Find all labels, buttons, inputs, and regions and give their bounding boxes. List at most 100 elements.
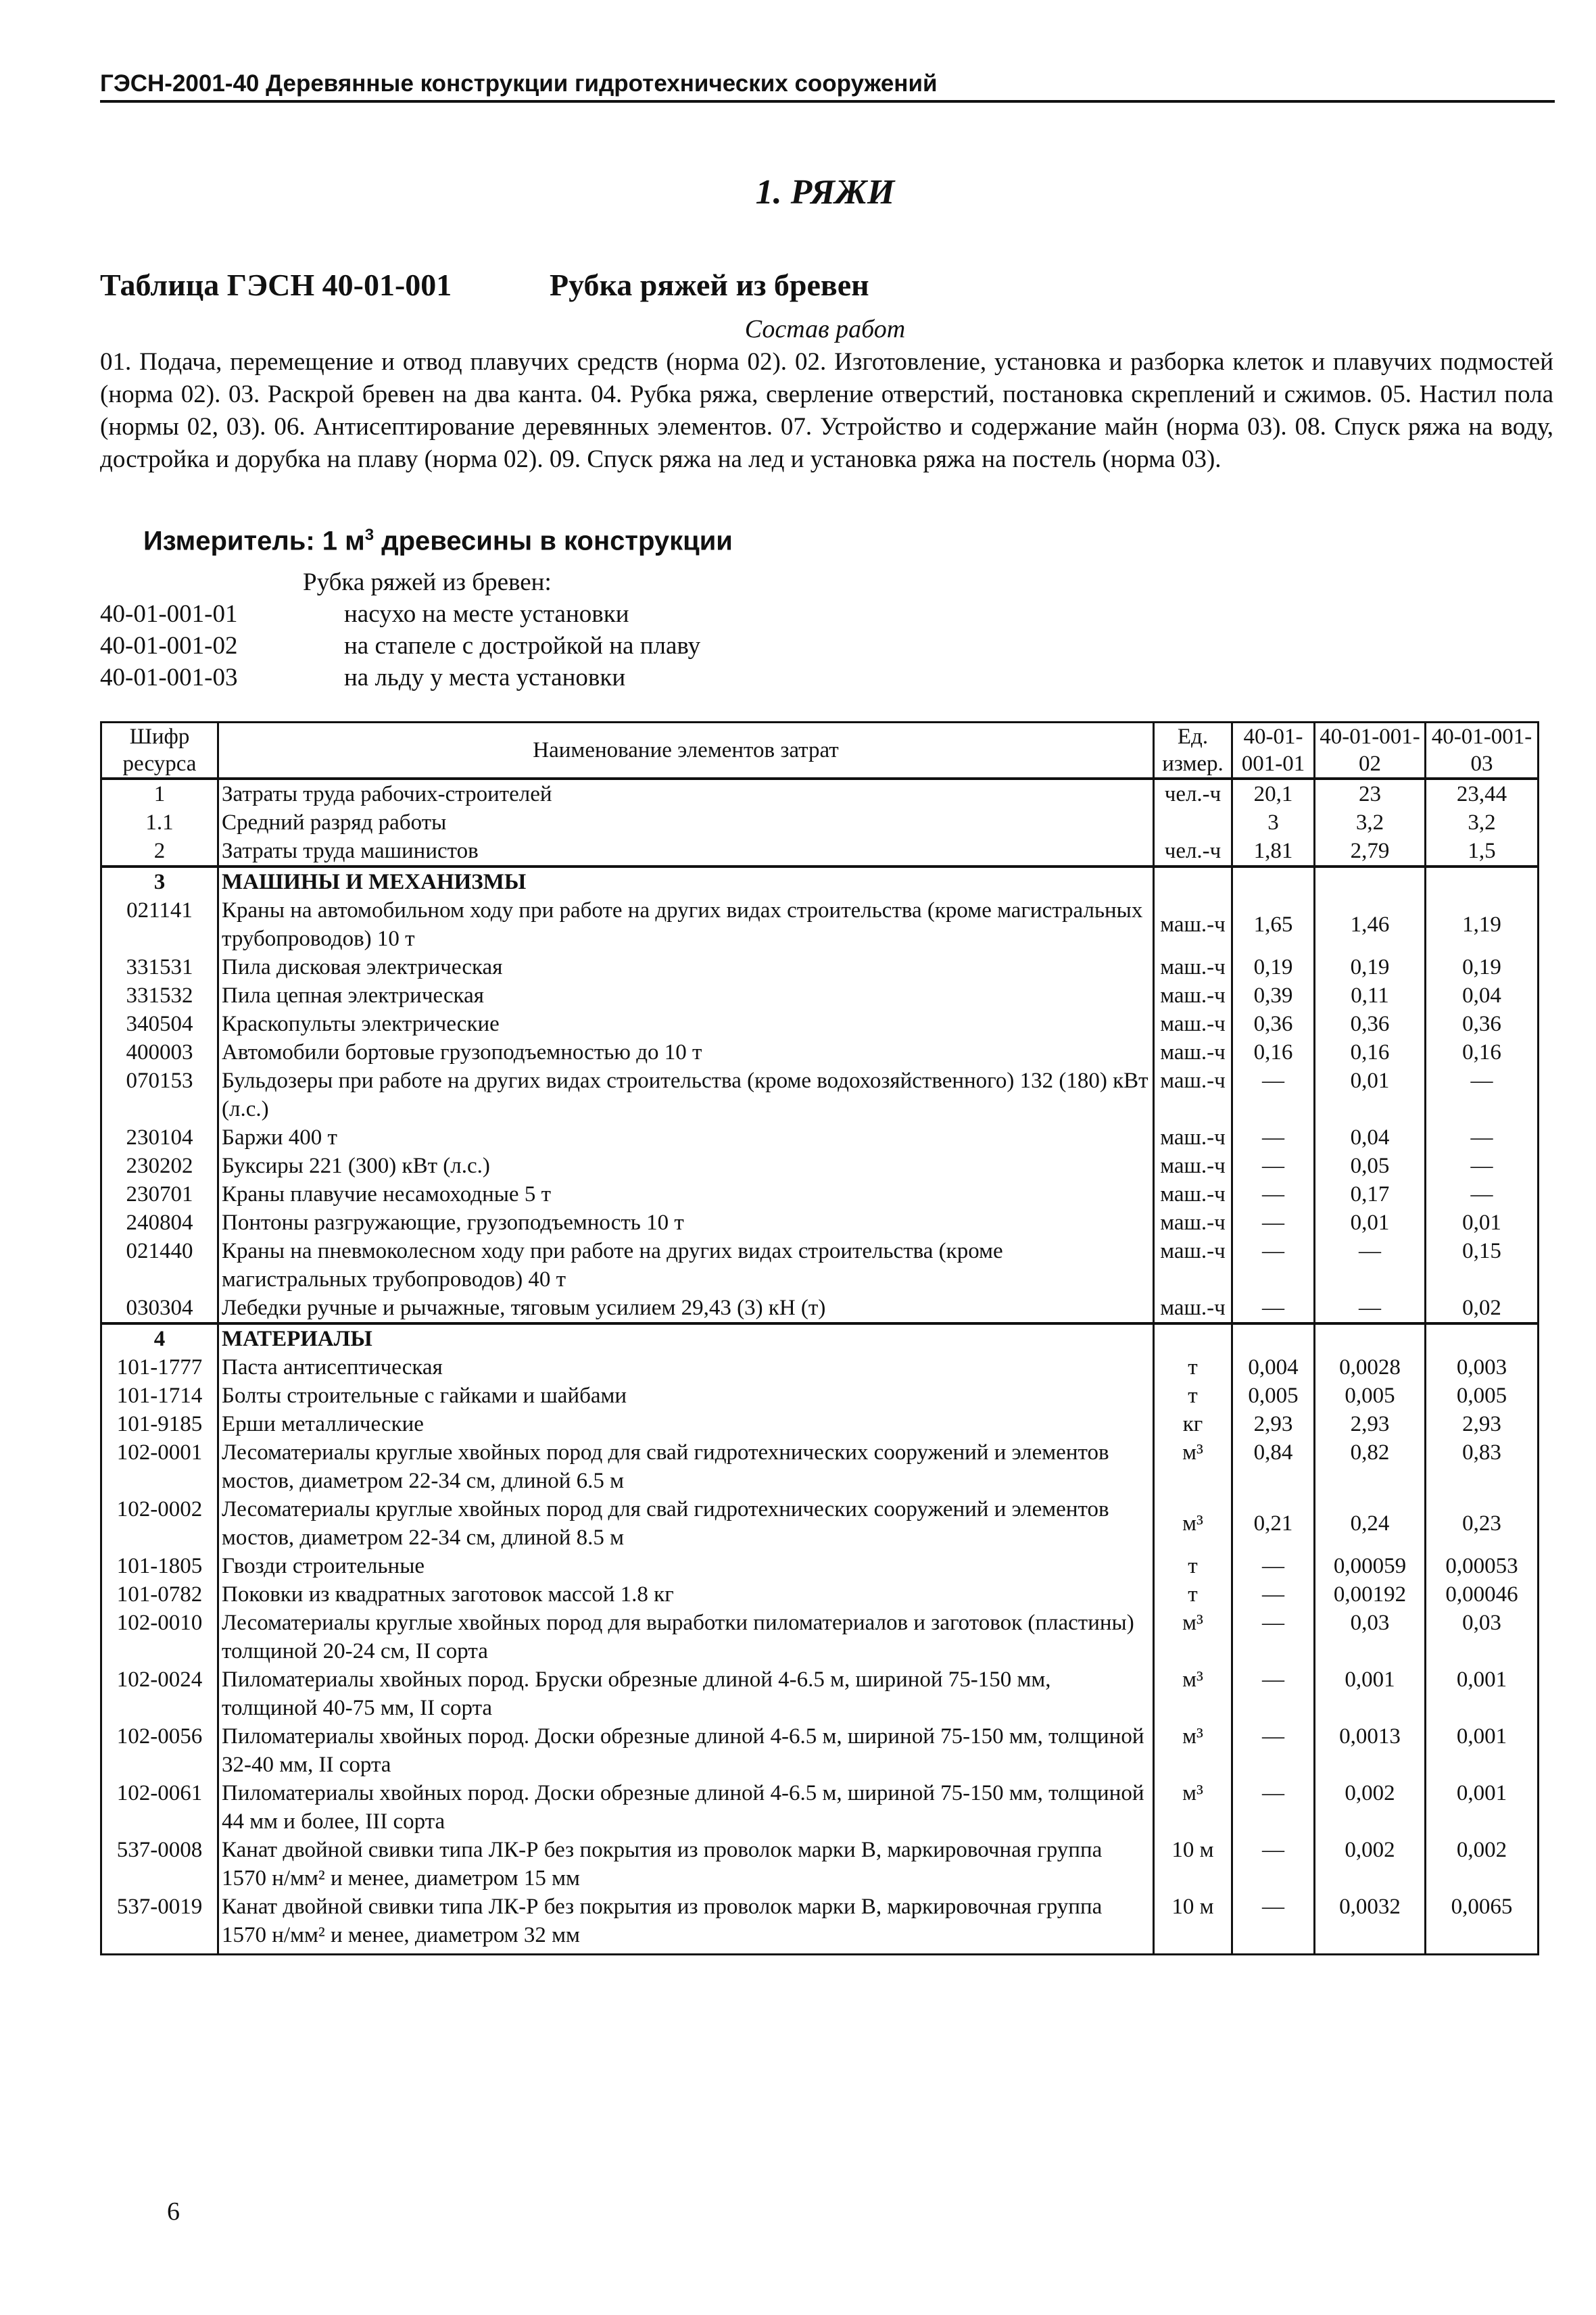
cell-value-01: — [1231, 1665, 1315, 1722]
header-col-03: 40-01-001-03 [1424, 721, 1539, 780]
cell-value-03: 0,04 [1424, 981, 1539, 1010]
measure-prefix: Измеритель: 1 м [143, 526, 365, 556]
cell-value-03: 0,19 [1424, 953, 1539, 981]
cell-unit: м³ [1153, 1495, 1233, 1552]
cell-code: 101-1714 [100, 1382, 219, 1410]
cell-unit: т [1153, 1580, 1233, 1609]
cell-value-02: 0,00059 [1313, 1552, 1426, 1580]
cell-name: МАТЕРИАЛЫ [217, 1322, 1155, 1353]
table-header-row: Шифр ресурса Наименование элементов затр… [100, 721, 1539, 780]
header-name: Наименование элементов затрат [217, 721, 1155, 780]
cell-value-01: — [1231, 1180, 1315, 1209]
variant-code: 40-01-001-02 [100, 632, 238, 660]
measure-sup: 3 [364, 526, 374, 544]
running-header: ГЭСН-2001-40 Деревянные конструкции гидр… [100, 70, 938, 97]
cell-unit: кг [1153, 1410, 1233, 1438]
cell-value-01: 0,39 [1231, 981, 1315, 1010]
section-title: 1. РЯЖИ [755, 173, 895, 212]
cell-name: Краны на автомобильном ходу при работе н… [217, 896, 1155, 953]
cell-value-03: 0,00053 [1424, 1552, 1539, 1580]
cell-name: Поковки из квадратных заготовок массой 1… [217, 1580, 1155, 1609]
cell-code: 340504 [100, 1010, 219, 1038]
cell-name: Лесоматериалы круглые хвойных пород для … [217, 1609, 1155, 1665]
cell-value-02: 0,00192 [1313, 1580, 1426, 1609]
cell-name: Пила цепная электрическая [217, 981, 1155, 1010]
cell-name: Канат двойной свивки типа ЛК-Р без покры… [217, 1836, 1155, 1893]
cell-value-02: 0,002 [1313, 1779, 1426, 1836]
cell-unit: маш.-ч [1153, 1180, 1233, 1209]
cell-unit [1153, 1322, 1233, 1353]
cell-value-03: — [1424, 1180, 1539, 1209]
cell-unit: т [1153, 1552, 1233, 1580]
cell-value-02: — [1313, 1237, 1426, 1294]
cell-value-02: 3,2 [1313, 808, 1426, 837]
table-row: 537-0019 Канат двойной свивки типа ЛК-Р б… [100, 1893, 1539, 1955]
cell-value-01: — [1231, 1722, 1315, 1779]
cell-value-01: 1,81 [1231, 837, 1315, 867]
table-row: 101-9185 Ерши металлические кг 2,93 2,93 2,93 [100, 1410, 1539, 1438]
variant-code: 40-01-001-03 [100, 664, 238, 691]
cell-unit: м³ [1153, 1779, 1233, 1836]
table-row: 240804 Понтоны разгружающие, грузоподъемн… [100, 1209, 1539, 1237]
cell-unit: маш.-ч [1153, 1209, 1233, 1237]
table-row: 400003 Автомобили бортовые грузоподъемнос… [100, 1038, 1539, 1067]
table-row: 102-0010 Лесоматериалы круглые хвойных по… [100, 1609, 1539, 1665]
cell-name: Пила дисковая электрическая [217, 953, 1155, 981]
table-row: 070153 Бульдозеры при работе на других ви… [100, 1067, 1539, 1123]
cell-code: 2 [100, 837, 219, 867]
cell-name: Средний разряд работы [217, 808, 1155, 837]
cell-value-02: 0,16 [1313, 1038, 1426, 1067]
cell-code: 030304 [100, 1294, 219, 1323]
cell-value-01: 2,93 [1231, 1410, 1315, 1438]
table-code: Таблица ГЭСН 40-01-001 [100, 268, 452, 302]
cell-value-02: 0,03 [1313, 1609, 1426, 1665]
cell-value-02: 0,001 [1313, 1665, 1426, 1722]
cell-value-02: 0,04 [1313, 1123, 1426, 1152]
cell-code: 102-0002 [100, 1495, 219, 1552]
cell-code: 240804 [100, 1209, 219, 1237]
cell-value-03: 0,15 [1424, 1237, 1539, 1294]
table-row: 102-0001 Лесоматериалы круглые хвойных по… [100, 1438, 1539, 1495]
measure-suffix: древесины в конструкции [374, 526, 733, 556]
cell-unit: 10 м [1153, 1836, 1233, 1893]
cell-value-01: 1,65 [1231, 896, 1315, 953]
cell-code: 230104 [100, 1123, 219, 1152]
cell-value-02: 0,0013 [1313, 1722, 1426, 1779]
header-col-02: 40-01-001-02 [1313, 721, 1426, 780]
cell-value-02: 0,36 [1313, 1010, 1426, 1038]
table-row: 230701 Краны плавучие несамоходные 5 т маш… [100, 1180, 1539, 1209]
cell-name: МАШИНЫ И МЕХАНИЗМЫ [217, 865, 1155, 896]
cell-value-03: 2,93 [1424, 1410, 1539, 1438]
measure-unit: Измеритель: 1 м3 древесины в конструкции [143, 526, 733, 556]
cell-value-01: 0,16 [1231, 1038, 1315, 1067]
cell-value-03: 0,0065 [1424, 1893, 1539, 1955]
cell-code: 400003 [100, 1038, 219, 1067]
cell-value-03 [1424, 865, 1539, 896]
cell-unit: маш.-ч [1153, 1237, 1233, 1294]
cell-value-03: 0,002 [1424, 1836, 1539, 1893]
variant-text: на льду у места установки [344, 664, 626, 691]
table-row: 4 МАТЕРИАЛЫ [100, 1322, 1539, 1353]
cell-name: Автомобили бортовые грузоподъемностью до… [217, 1038, 1155, 1067]
cell-unit: маш.-ч [1153, 1038, 1233, 1067]
cell-value-02: 0,0028 [1313, 1353, 1426, 1382]
cell-name: Краны плавучие несамоходные 5 т [217, 1180, 1155, 1209]
cell-value-03: 0,03 [1424, 1609, 1539, 1665]
cell-unit: маш.-ч [1153, 1152, 1233, 1180]
variant-item: 40-01-001-01 насухо на месте установки [100, 598, 700, 630]
cell-name: Пиломатериалы хвойных пород. Доски обрез… [217, 1779, 1155, 1836]
cell-code: 230701 [100, 1180, 219, 1209]
cell-code: 102-0001 [100, 1438, 219, 1495]
table-row: 230202 Буксиры 221 (300) кВт (л.с.) маш.-ч… [100, 1152, 1539, 1180]
cell-value-02: 2,93 [1313, 1410, 1426, 1438]
cell-code: 102-0024 [100, 1665, 219, 1722]
cell-value-02: 0,0032 [1313, 1893, 1426, 1955]
cell-value-03: 23,44 [1424, 777, 1539, 808]
variants-heading: Рубка ряжей из бревен: [303, 568, 552, 596]
table-row: 3 МАШИНЫ И МЕХАНИЗМЫ [100, 865, 1539, 896]
table-row: 331532 Пила цепная электрическая маш.-ч 0,3… [100, 981, 1539, 1010]
table-row: 101-1714 Болты строительные с гайками и ш… [100, 1382, 1539, 1410]
cell-value-03: 0,00046 [1424, 1580, 1539, 1609]
cell-name: Гвозди строительные [217, 1552, 1155, 1580]
cell-code: 1.1 [100, 808, 219, 837]
